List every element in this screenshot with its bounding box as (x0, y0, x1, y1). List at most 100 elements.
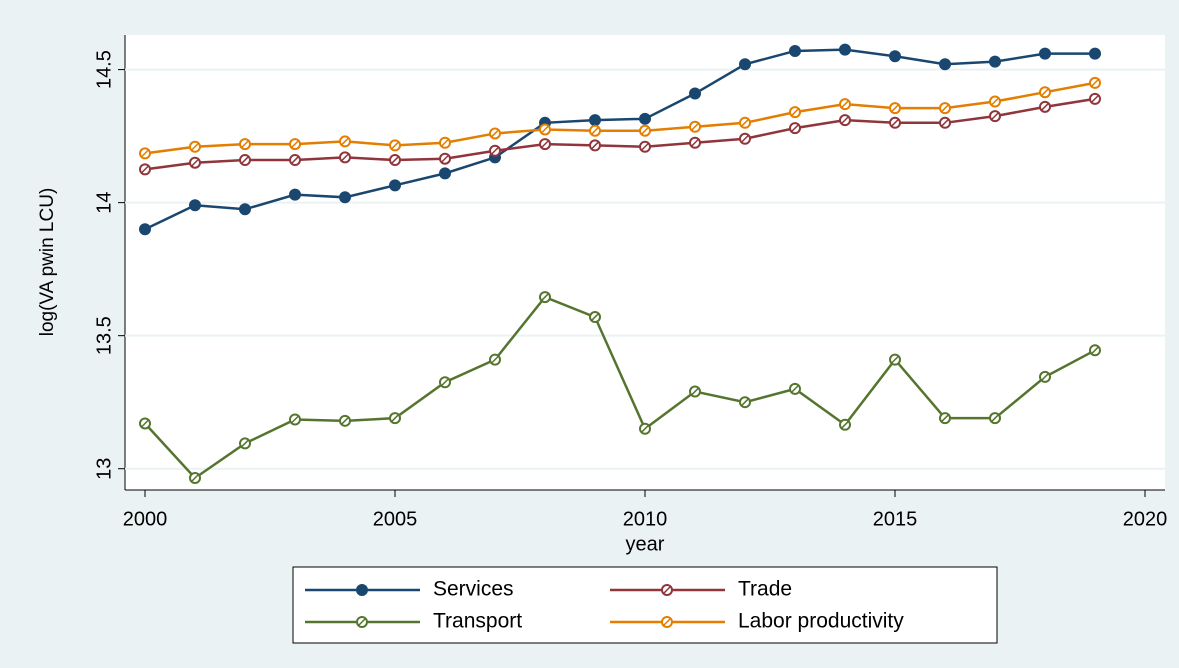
marker (689, 87, 701, 100)
legend-label: Services (433, 578, 514, 601)
y-tick-label: 14.5 (93, 50, 115, 89)
marker-hatch (441, 139, 449, 147)
marker (939, 58, 951, 71)
marker-hatch (891, 104, 899, 112)
marker-hatch (741, 119, 749, 127)
marker-hatch (291, 140, 299, 148)
marker-hatch (491, 147, 499, 155)
marker-hatch (591, 313, 599, 321)
x-tick-label: 2000 (123, 508, 168, 530)
marker-hatch (941, 414, 949, 422)
marker-hatch (941, 119, 949, 127)
marker (589, 114, 601, 127)
marker-hatch (941, 104, 949, 112)
marker-hatch (891, 119, 899, 127)
legend-label: Trade (738, 578, 792, 601)
marker-hatch (791, 108, 799, 116)
marker-hatch (191, 159, 199, 167)
marker-hatch (663, 586, 671, 594)
marker-hatch (741, 135, 749, 143)
marker (339, 191, 351, 204)
marker-hatch (591, 127, 599, 135)
marker-hatch (241, 140, 249, 148)
marker (989, 55, 1001, 68)
marker-hatch (1091, 79, 1099, 87)
marker-hatch (663, 618, 671, 626)
marker-hatch (641, 127, 649, 135)
marker (639, 112, 651, 125)
marker-hatch (491, 129, 499, 137)
marker-hatch (591, 141, 599, 149)
marker-hatch (841, 100, 849, 108)
marker-hatch (641, 143, 649, 151)
marker-hatch (541, 293, 549, 301)
marker-hatch (1041, 373, 1049, 381)
marker-hatch (791, 124, 799, 132)
marker-hatch (191, 474, 199, 482)
marker-hatch (441, 155, 449, 163)
legend-box (292, 566, 998, 644)
marker-hatch (341, 137, 349, 145)
marker-hatch (691, 388, 699, 396)
x-tick-label: 2020 (1123, 508, 1168, 530)
marker-hatch (141, 165, 149, 173)
marker-hatch (191, 143, 199, 151)
marker (289, 188, 301, 201)
marker-hatch (291, 156, 299, 164)
marker-hatch (1041, 103, 1049, 111)
marker (356, 584, 368, 596)
x-axis-title: year (626, 533, 665, 555)
series-line (144, 97, 1096, 171)
marker (139, 223, 151, 236)
x-tick-label: 2015 (873, 508, 918, 530)
marker-hatch (141, 419, 149, 428)
marker-hatch (341, 417, 349, 425)
series-line (144, 81, 1096, 155)
marker (189, 199, 201, 212)
marker-hatch (358, 618, 366, 626)
marker-hatch (541, 140, 549, 148)
marker-hatch (1091, 346, 1099, 354)
marker (889, 50, 901, 63)
marker (789, 44, 801, 57)
marker (739, 58, 751, 71)
marker-hatch (841, 421, 849, 429)
marker-hatch (691, 123, 699, 131)
marker (1039, 47, 1051, 60)
marker-hatch (241, 156, 249, 164)
x-tick-label: 2005 (373, 508, 418, 530)
marker-hatch (491, 356, 499, 364)
marker-hatch (241, 439, 249, 447)
x-tick-label: 2010 (623, 508, 668, 530)
marker-hatch (741, 398, 749, 406)
legend-label: Labor productivity (738, 610, 904, 633)
series-line (144, 48, 1095, 231)
marker-hatch (141, 149, 149, 157)
marker (389, 179, 401, 192)
marker-hatch (441, 378, 449, 386)
plot-area (125, 35, 1165, 490)
y-tick-label: 14 (93, 192, 115, 214)
marker-hatch (291, 415, 299, 424)
marker-hatch (991, 414, 999, 422)
marker-hatch (391, 156, 399, 164)
y-axis-title: log(VA pwin LCU) (37, 188, 58, 337)
marker-hatch (391, 141, 399, 149)
y-tick-label: 13 (93, 458, 115, 480)
marker-hatch (691, 139, 699, 147)
marker-hatch (1091, 95, 1099, 103)
marker (1089, 47, 1101, 60)
marker (839, 43, 851, 56)
legend-label: Transport (433, 610, 522, 633)
marker-hatch (391, 414, 399, 422)
marker (439, 167, 451, 180)
marker-hatch (991, 97, 999, 106)
marker-hatch (641, 425, 649, 433)
marker-hatch (791, 385, 799, 393)
marker-hatch (841, 116, 849, 124)
marker-hatch (1041, 88, 1049, 96)
marker-hatch (341, 153, 349, 161)
marker-hatch (541, 125, 549, 133)
